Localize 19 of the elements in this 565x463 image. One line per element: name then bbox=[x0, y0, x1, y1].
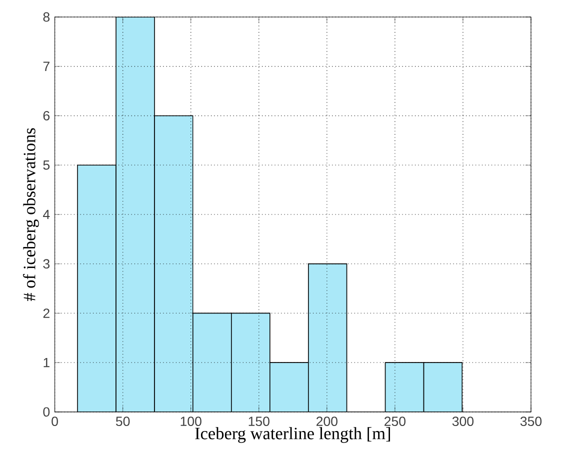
x-axis-title: Iceberg waterline length [m] bbox=[195, 427, 390, 443]
y-tick-label: 7 bbox=[43, 62, 50, 71]
x-tick-label: 0 bbox=[52, 416, 58, 426]
y-tick-label: 3 bbox=[43, 259, 50, 269]
y-tick-label: 2 bbox=[43, 308, 50, 318]
y-axis-title: # of iceberg observations bbox=[23, 128, 39, 302]
y-tick-label: 5 bbox=[43, 160, 50, 170]
x-tick-label: 150 bbox=[248, 416, 270, 426]
y-tick-label: 0 bbox=[43, 407, 50, 417]
y-tick-label: 6 bbox=[43, 111, 50, 120]
y-tick-label: 4 bbox=[43, 210, 50, 220]
y-tick-label: 1 bbox=[44, 358, 50, 368]
x-tick-label: 300 bbox=[452, 416, 474, 426]
x-tick-label: 100 bbox=[180, 416, 202, 426]
x-tick-label: 200 bbox=[316, 416, 338, 426]
x-tick-label: 350 bbox=[520, 416, 542, 426]
x-tick-label: 250 bbox=[384, 416, 406, 426]
x-tick-label: 50 bbox=[116, 416, 130, 426]
y-tick-label: 8 bbox=[43, 12, 50, 22]
